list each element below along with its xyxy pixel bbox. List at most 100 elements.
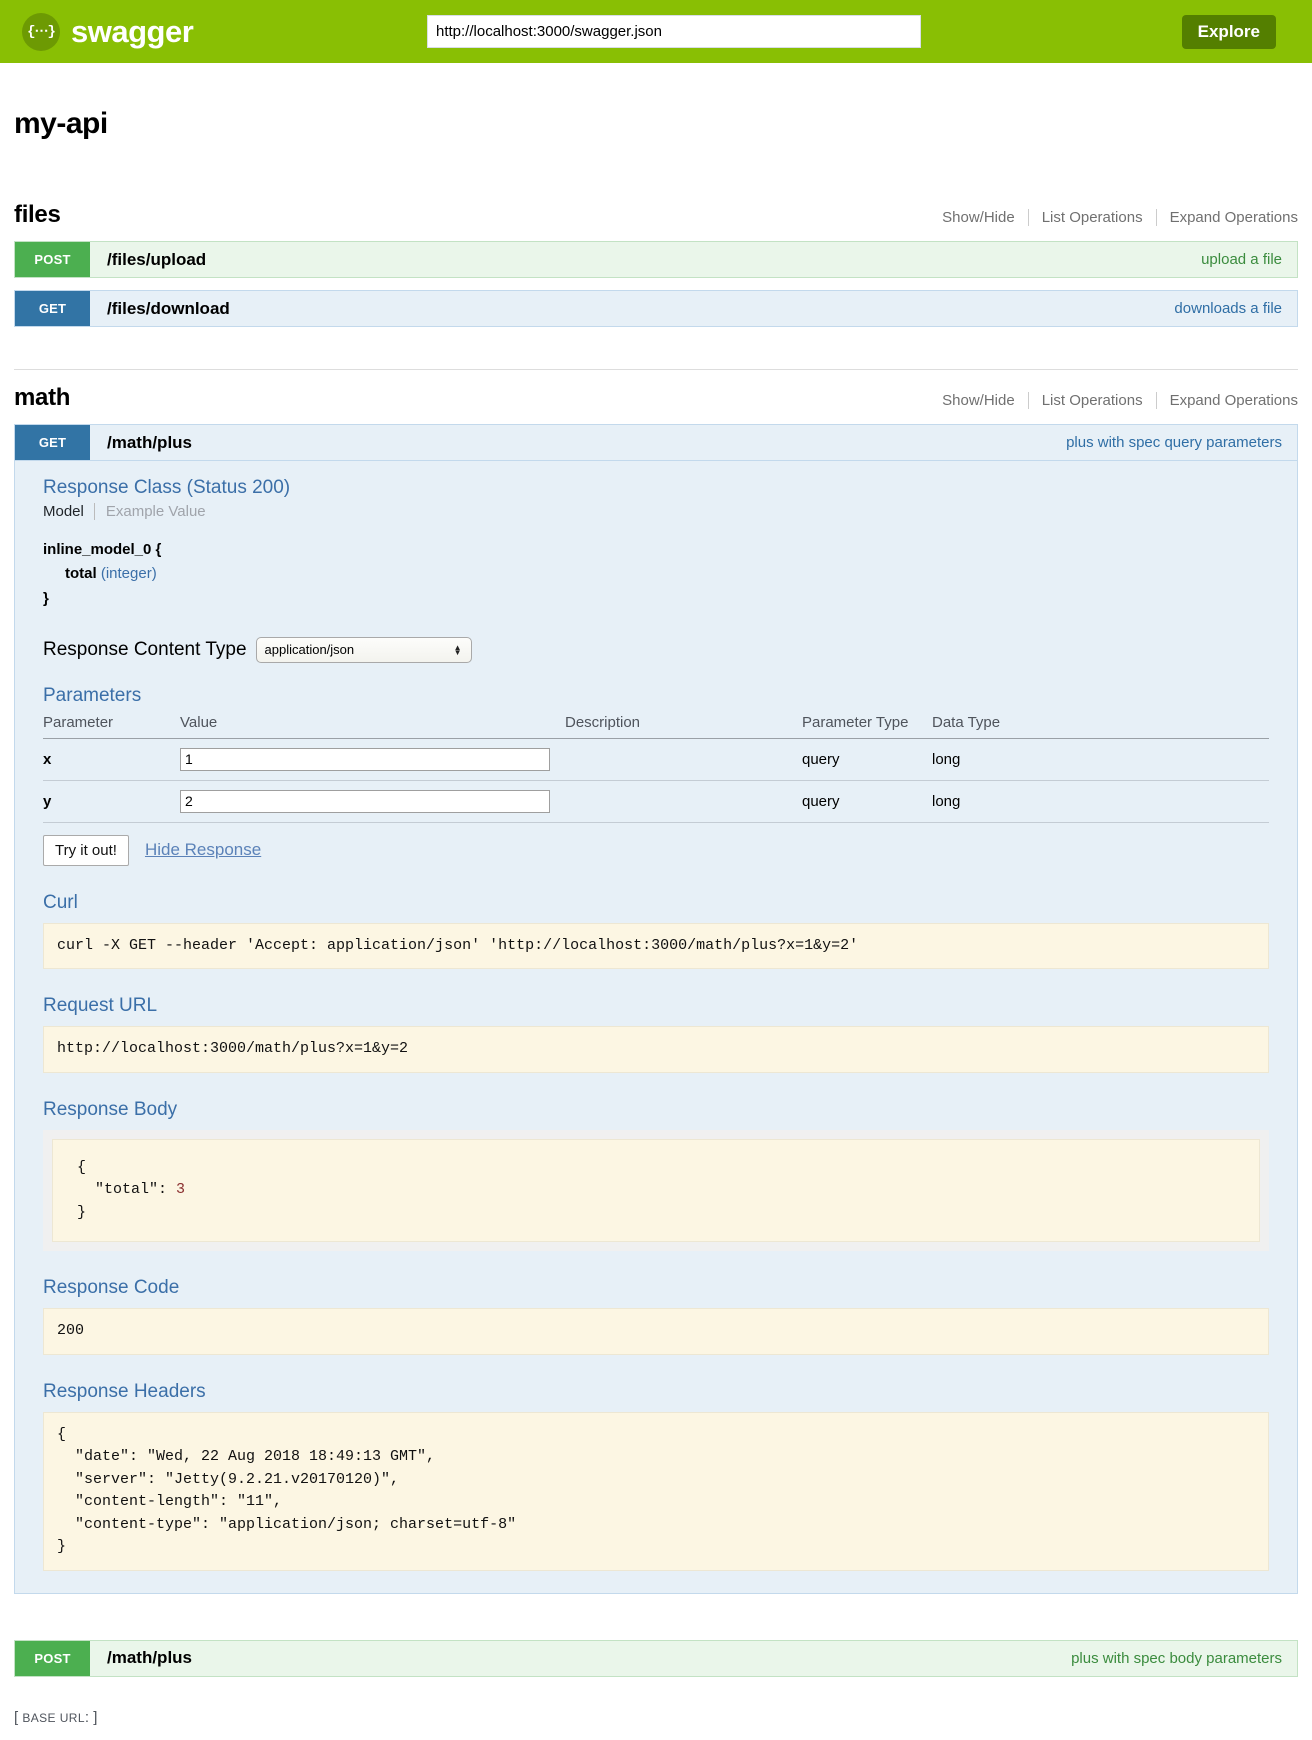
operation-get-files-download[interactable]: GET /files/download downloads a file [14,290,1298,327]
resource-options-math: Show/Hide List Operations Expand Operati… [942,392,1298,409]
tab-example-value[interactable]: Example Value [105,503,206,520]
resource-files: files Show/Hide List Operations Expand O… [14,187,1298,327]
operation-path: /files/upload [107,249,207,269]
operation-header[interactable]: POST /files/upload upload a file [14,241,1298,278]
resource-header-files: files Show/Hide List Operations Expand O… [14,187,1298,229]
footer-separator: : [84,1708,90,1726]
operation-header[interactable]: GET /files/download downloads a file [14,290,1298,327]
tab-model[interactable]: Model [43,503,84,520]
response-headers-title: Response Headers [43,1380,206,1402]
spec-url-input[interactable] [427,15,921,48]
parameter-data-type-x: long [932,738,1269,781]
operation-path: /math/plus [107,432,193,452]
footer: [ BASE URL: ] [14,1699,1298,1740]
response-code-title: Response Code [43,1277,180,1299]
response-body-container: { "total": 3 } [43,1129,1269,1252]
brand-logo[interactable]: {⋯} swagger [22,12,427,51]
resource-name-math[interactable]: math [14,384,71,411]
http-method-badge: POST [15,1640,90,1676]
operation-post-math-plus[interactable]: POST /math/plus plus with spec body para… [14,1639,1298,1677]
parameter-value-cell-x [180,738,565,781]
chevron-updown-icon: ▲ ▼ [453,642,462,657]
response-body-title: Response Body [43,1098,178,1120]
try-it-out-button[interactable]: Try it out! [43,834,129,866]
parameter-name-x: x [43,738,180,781]
column-header-parameter: Parameter [43,713,180,739]
divider [1027,209,1029,226]
operation-summary-link[interactable]: plus with spec body parameters [1071,1649,1282,1667]
page-body: my-api files Show/Hide List Operations E… [0,107,1312,1740]
footer-suffix: ] [93,1708,98,1726]
operation-header[interactable]: GET /math/plus plus with spec query para… [14,424,1298,461]
footer-prefix: [ [14,1708,19,1726]
column-header-data-type: Data Type [932,713,1269,739]
parameter-data-type-y: long [932,780,1269,823]
response-body-open: { [77,1158,87,1176]
parameter-value-cell-y [180,780,565,823]
operation-header[interactable]: POST /math/plus plus with spec body para… [14,1639,1298,1677]
parameter-name-y: y [43,780,180,823]
expand-operations-link-math[interactable]: Expand Operations [1169,392,1298,409]
table-row: y query long [43,780,1269,823]
response-content-type-row: Response Content Type application/json ▲… [43,636,1269,663]
http-method-badge: GET [15,425,90,460]
brand-label: swagger [71,13,194,49]
model-schema: inline_model_0 { total (integer) } [43,538,1269,611]
hide-response-link[interactable]: Hide Response [144,840,262,860]
operation-get-math-plus[interactable]: GET /math/plus plus with spec query para… [14,424,1298,1594]
column-header-value: Value [180,713,565,739]
table-header-row: Parameter Value Description Parameter Ty… [43,713,1269,739]
operation-summary: upload a file [1201,242,1297,277]
divider [1027,392,1029,409]
parameters-table: Parameter Value Description Parameter Ty… [43,713,1269,823]
parameter-input-x[interactable] [180,747,550,771]
show-hide-link-files[interactable]: Show/Hide [942,209,1015,226]
expand-operations-link-files[interactable]: Expand Operations [1169,209,1298,226]
explore-button[interactable]: Explore [1181,14,1276,49]
list-operations-link-math[interactable]: List Operations [1041,392,1143,409]
footer-base-url-label: BASE URL [22,1710,85,1725]
resource-options-files: Show/Hide List Operations Expand Operati… [942,209,1298,226]
response-body-key: "total": [77,1181,177,1199]
resource-header-math: math Show/Hide List Operations Expand Op… [14,369,1298,412]
column-header-description: Description [565,713,802,739]
resource-math: math Show/Hide List Operations Expand Op… [14,369,1298,1677]
parameter-description-y [565,780,802,823]
parameter-input-y[interactable] [180,789,550,813]
parameter-description-x [565,738,802,781]
curl-command: curl -X GET --header 'Accept: applicatio… [43,922,1269,970]
response-code-value: 200 [43,1308,1269,1355]
operation-summary-link[interactable]: upload a file [1201,251,1282,268]
show-hide-link-math[interactable]: Show/Hide [942,392,1015,409]
request-url-title: Request URL [43,995,158,1017]
operation-post-files-upload[interactable]: POST /files/upload upload a file [14,241,1298,278]
http-method-badge: GET [15,291,90,326]
request-url-value: http://localhost:3000/math/plus?x=1&y=2 [43,1026,1269,1073]
operation-summary: plus with spec query parameters [1066,425,1297,460]
response-body-value: { "total": 3 } [52,1138,1260,1243]
topbar: {⋯} swagger Explore [0,0,1312,63]
operation-summary-link[interactable]: plus with spec query parameters [1066,434,1282,451]
resource-name-files[interactable]: files [14,201,61,228]
model-example-tabs: Model Example Value [43,503,1269,520]
operation-summary-link[interactable]: downloads a file [1174,300,1282,317]
response-class-title: Response Class (Status 200) [43,477,291,498]
parameter-type-x: query [802,738,932,781]
response-headers-value: { "date": "Wed, 22 Aug 2018 18:49:13 GMT… [43,1411,1269,1571]
response-body-number: 3 [176,1181,186,1199]
operation-summary: downloads a file [1174,291,1297,326]
model-close-brace: } [43,589,49,607]
response-content-type-label: Response Content Type [43,638,247,660]
divider [93,503,95,520]
parameters-title: Parameters [43,684,142,706]
response-body-close: } [77,1203,87,1221]
list-operations-link-files[interactable]: List Operations [1041,209,1143,226]
parameter-type-y: query [802,780,932,823]
page-title: my-api [14,107,108,140]
divider [1155,209,1157,226]
model-open-brace: inline_model_0 { [43,541,162,558]
swagger-braces-icon: {⋯} [22,12,60,51]
model-property-name: total [65,565,97,583]
response-content-type-select[interactable]: application/json ▲ ▼ [255,636,472,663]
model-property-type: (integer) [100,565,157,583]
